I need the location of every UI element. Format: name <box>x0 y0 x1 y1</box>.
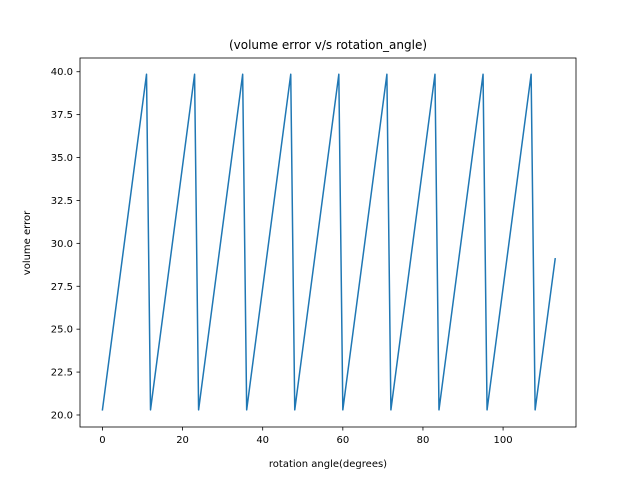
series-layer <box>101 73 557 411</box>
x-tick-label: 40 <box>256 435 269 446</box>
chart-title: (volume error v/s rotation_angle) <box>229 38 427 52</box>
y-tick-label: 25.0 <box>51 325 73 336</box>
y-tick-label: 30.0 <box>51 239 73 250</box>
series-line-1 <box>101 73 557 411</box>
x-axis: 0 20 40 60 80 100 <box>99 427 513 446</box>
y-tick-label: 27.5 <box>51 282 73 293</box>
y-tick-label: 37.5 <box>51 110 73 121</box>
y-tick-label: 32.5 <box>51 196 73 207</box>
y-tick-label: 20.0 <box>51 410 73 421</box>
plot-area <box>79 57 577 428</box>
y-axis-label: volume error <box>22 210 33 275</box>
x-axis-label: rotation angle(degrees) <box>269 459 387 470</box>
x-tick-label: 80 <box>417 435 430 446</box>
x-tick-label: 0 <box>99 435 105 446</box>
y-tick-label: 40.0 <box>51 67 73 78</box>
x-tick-label: 60 <box>336 435 349 446</box>
plot-frame <box>79 57 577 428</box>
y-axis: 20.0 22.5 25.0 27.5 30.0 32.5 35.0 37.5 40.0 <box>51 67 80 421</box>
y-tick-label: 22.5 <box>51 368 73 379</box>
x-tick-label: 20 <box>176 435 189 446</box>
x-tick-label: 100 <box>494 435 513 446</box>
y-tick-label: 35.0 <box>51 153 73 164</box>
